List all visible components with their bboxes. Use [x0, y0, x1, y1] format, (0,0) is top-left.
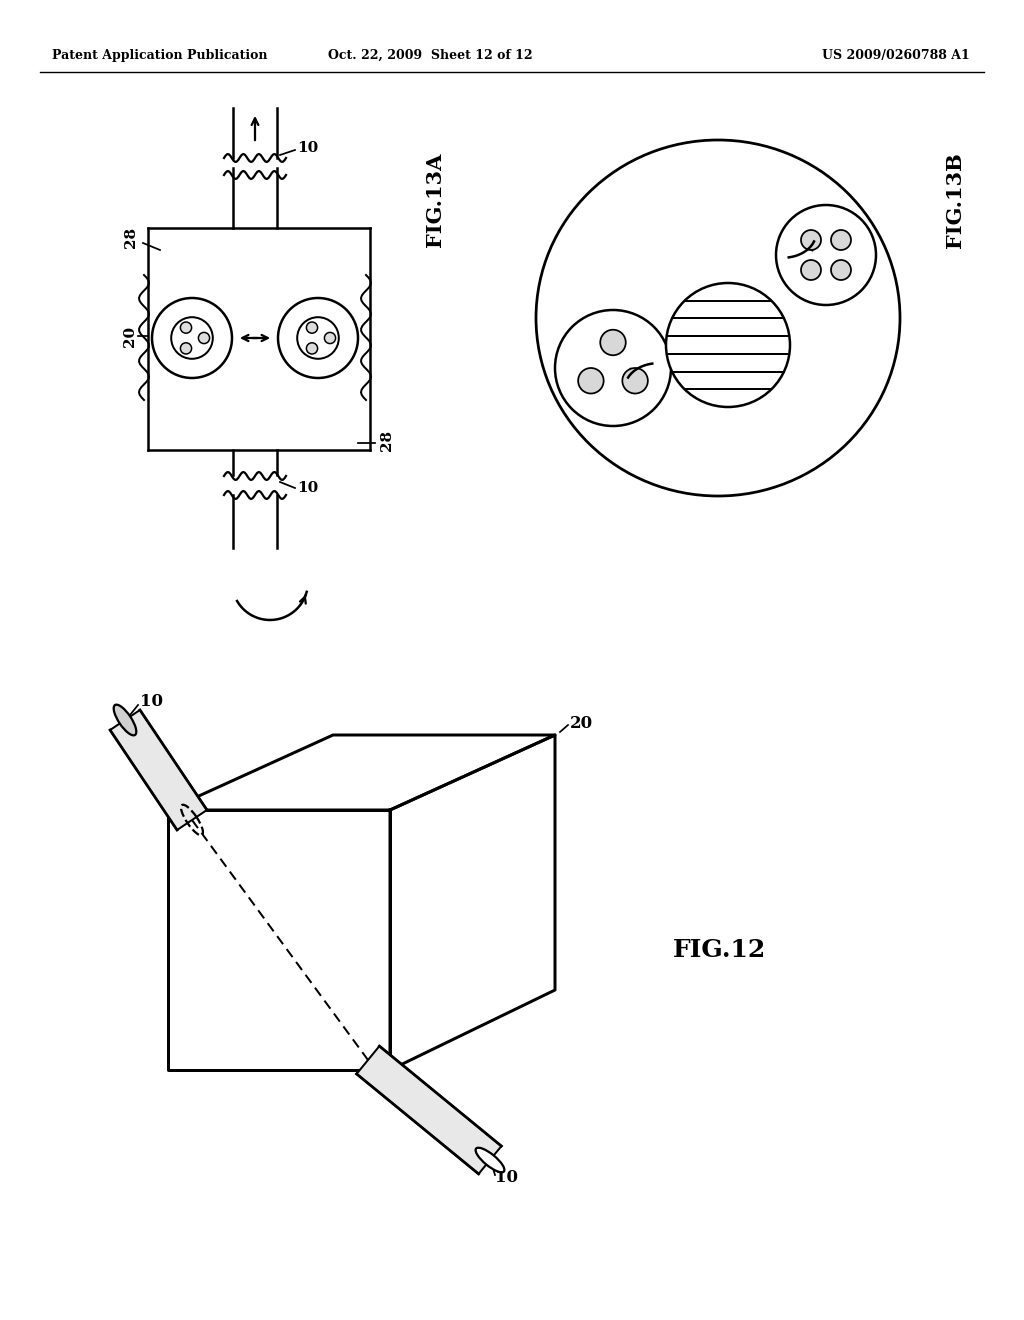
Text: Patent Application Publication: Patent Application Publication [52, 49, 267, 62]
Circle shape [801, 230, 821, 249]
Text: 20: 20 [570, 714, 593, 731]
Circle shape [278, 298, 358, 378]
Circle shape [199, 333, 210, 343]
Text: 10: 10 [140, 693, 163, 710]
Circle shape [325, 333, 336, 343]
Text: 28: 28 [124, 227, 138, 248]
Circle shape [306, 322, 317, 333]
Text: 28: 28 [380, 429, 394, 450]
Circle shape [180, 343, 191, 354]
Circle shape [555, 310, 671, 426]
Text: 20: 20 [123, 326, 137, 347]
Text: 10: 10 [297, 141, 318, 154]
Circle shape [831, 260, 851, 280]
Ellipse shape [114, 705, 136, 735]
Circle shape [180, 322, 191, 333]
Circle shape [306, 343, 317, 354]
Ellipse shape [475, 1147, 505, 1172]
Circle shape [801, 260, 821, 280]
Polygon shape [356, 1045, 502, 1173]
Text: 10: 10 [297, 480, 318, 495]
Polygon shape [110, 710, 207, 830]
Circle shape [152, 298, 232, 378]
Circle shape [831, 230, 851, 249]
Text: FIG.13B: FIG.13B [945, 152, 965, 248]
Circle shape [666, 282, 790, 407]
Text: Oct. 22, 2009  Sheet 12 of 12: Oct. 22, 2009 Sheet 12 of 12 [328, 49, 532, 62]
Circle shape [776, 205, 876, 305]
Text: 10: 10 [495, 1170, 518, 1187]
Circle shape [579, 368, 604, 393]
Text: FIG.13A: FIG.13A [425, 153, 445, 247]
Circle shape [623, 368, 648, 393]
Ellipse shape [536, 140, 900, 496]
Circle shape [600, 330, 626, 355]
Text: FIG.12: FIG.12 [674, 939, 767, 962]
Text: US 2009/0260788 A1: US 2009/0260788 A1 [822, 49, 970, 62]
